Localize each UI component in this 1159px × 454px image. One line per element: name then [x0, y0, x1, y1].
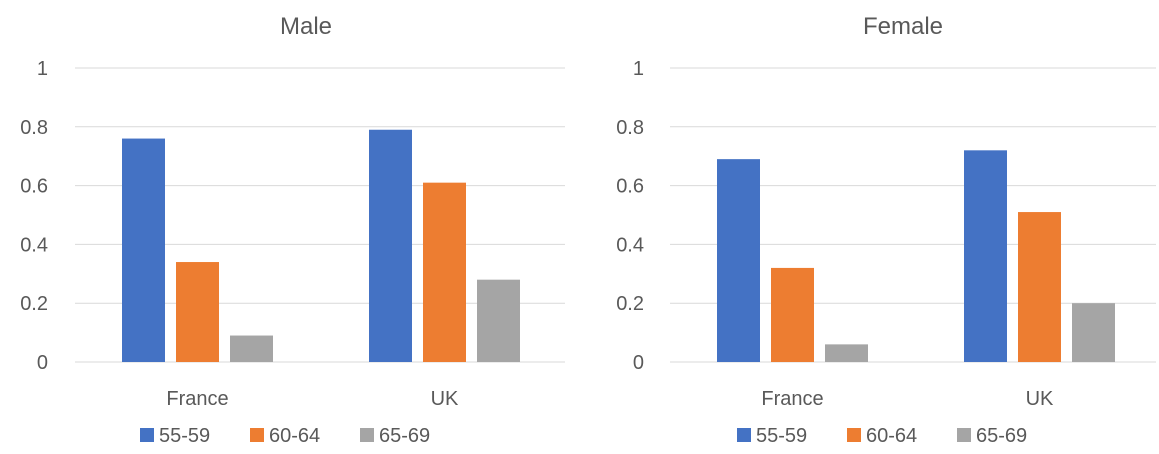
bar-uk-65-69	[477, 279, 520, 362]
y-tick-label: 0.6	[20, 176, 48, 198]
y-tick-label: 1	[37, 58, 48, 80]
x-category-label: France	[761, 388, 823, 410]
legend-label: 60-64	[866, 425, 917, 447]
legend-label: 65-69	[379, 425, 430, 447]
chart-panel-0: Male 0 0.2 0.4 0.6 0.8 1 France UK 55-59 60-64 65-6…	[20, 13, 565, 447]
bar-france-65-69	[230, 335, 273, 362]
bar-france-60-64	[176, 262, 219, 362]
legend-swatch	[250, 428, 264, 442]
bar-france-55-59	[122, 138, 165, 362]
legend-swatch	[140, 428, 154, 442]
bar-france-65-69	[825, 344, 868, 362]
y-tick-label: 0.6	[616, 176, 644, 198]
y-tick-label: 1	[633, 58, 644, 80]
chart-title: Female	[863, 13, 943, 40]
legend-swatch	[737, 428, 751, 442]
bar-france-55-59	[717, 159, 760, 362]
bar-uk-60-64	[1018, 212, 1061, 362]
x-category-label: UK	[1026, 388, 1054, 410]
bar-uk-55-59	[369, 129, 412, 362]
x-category-label: UK	[431, 388, 459, 410]
chart-title: Male	[280, 13, 332, 40]
bar-france-60-64	[771, 267, 814, 362]
y-tick-label: 0	[633, 352, 644, 374]
legend-label: 55-59	[756, 425, 807, 447]
bar-uk-60-64	[423, 182, 466, 362]
y-tick-label: 0.4	[20, 234, 48, 256]
legend-swatch	[360, 428, 374, 442]
y-tick-label: 0.2	[616, 293, 644, 315]
y-tick-label: 0.2	[20, 293, 48, 315]
legend-label: 65-69	[976, 425, 1027, 447]
y-tick-label: 0.8	[20, 117, 48, 139]
chart-panel-1: Female 0 0.2 0.4 0.6 0.8 1 France UK 55-59 60-64 65…	[616, 13, 1156, 447]
y-tick-label: 0	[37, 352, 48, 374]
x-category-label: France	[166, 388, 228, 410]
legend-swatch	[957, 428, 971, 442]
legend-swatch	[847, 428, 861, 442]
y-tick-label: 0.4	[616, 234, 644, 256]
legend-label: 60-64	[269, 425, 320, 447]
bar-uk-65-69	[1072, 303, 1115, 362]
legend-label: 55-59	[159, 425, 210, 447]
y-tick-label: 0.8	[616, 117, 644, 139]
bar-uk-55-59	[964, 150, 1007, 362]
